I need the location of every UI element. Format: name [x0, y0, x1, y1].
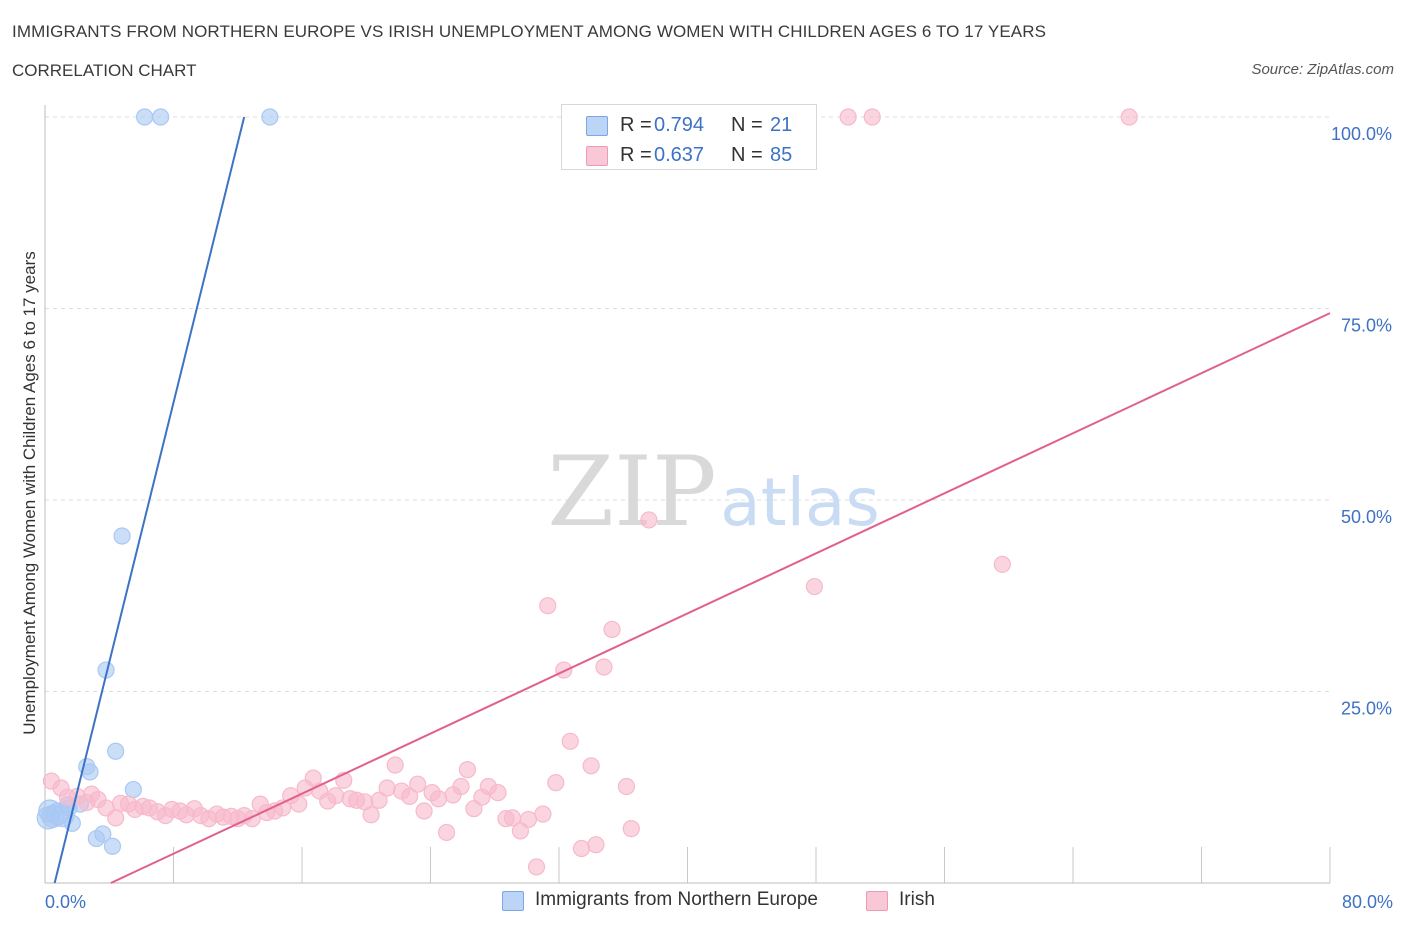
- legend-n-label: N =: [731, 114, 763, 136]
- point-irish: [370, 791, 388, 809]
- point-irish: [415, 802, 433, 820]
- tick-labels: 25.0% 50.0% 75.0% 100.0% 0.0% 80.0%: [45, 124, 1393, 912]
- point-irish: [452, 777, 470, 796]
- point-irish: [539, 597, 557, 615]
- point-irish: [362, 806, 380, 824]
- point-irish: [458, 761, 477, 779]
- point-irish: [401, 787, 419, 806]
- point-irish: [993, 555, 1011, 573]
- point-northern-europe: [63, 814, 81, 832]
- trendlines: [53, 116, 1331, 884]
- legend-swatch-northern-europe: [586, 116, 608, 136]
- chart-subtitle: CORRELATION CHART: [12, 61, 197, 80]
- point-irish: [603, 620, 621, 639]
- point-irish: [617, 777, 636, 796]
- correlation-legend: R = 0.794 N = 21 R = 0.637 N = 85: [561, 104, 817, 170]
- bottom-legend-swatch-northern-europe: [502, 891, 524, 911]
- trendline-northern-europe: [53, 116, 246, 884]
- trendline-irish: [110, 312, 1331, 884]
- point-irish: [378, 779, 396, 797]
- y-axis-label: Unemployment Among Women with Children A…: [20, 251, 39, 735]
- legend-n-value: 21: [770, 114, 793, 136]
- legend-n-value: 85: [770, 144, 793, 166]
- legend-r-label: R =: [620, 114, 652, 136]
- point-irish: [587, 836, 605, 854]
- x-tick-label: 80.0%: [1342, 892, 1393, 912]
- point-northern-europe: [113, 527, 131, 545]
- bottom-legend-label: Irish: [899, 889, 935, 910]
- point-irish: [863, 108, 881, 126]
- y-tick-label: 25.0%: [1341, 699, 1392, 719]
- point-northern-europe: [38, 799, 62, 823]
- bottom-legend-swatch-irish: [866, 891, 888, 911]
- legend-row-irish: R = 0.637 N = 85: [562, 139, 816, 171]
- point-irish: [555, 661, 573, 679]
- point-irish: [805, 577, 823, 596]
- point-northern-europe: [107, 742, 125, 760]
- point-irish: [327, 787, 345, 805]
- point-northern-europe: [261, 108, 279, 126]
- point-irish: [527, 858, 546, 876]
- point-irish: [386, 756, 404, 774]
- point-irish: [107, 809, 125, 827]
- legend-n-label: N =: [731, 144, 763, 166]
- point-irish: [572, 839, 591, 858]
- point-irish: [561, 732, 579, 750]
- point-irish: [622, 820, 640, 838]
- watermark-atlas: atlas: [720, 464, 880, 541]
- point-irish: [1120, 108, 1138, 126]
- axes: [44, 105, 1331, 884]
- point-northern-europe: [135, 108, 154, 126]
- point-northern-europe: [124, 780, 142, 799]
- point-irish: [839, 108, 857, 126]
- x-tick-label: 0.0%: [45, 892, 86, 912]
- watermark: ZIP atlas: [547, 436, 879, 548]
- legend-r-value: 0.637: [654, 144, 705, 166]
- y-tick-label: 75.0%: [1341, 316, 1392, 336]
- legend-r-label: R =: [620, 144, 652, 166]
- legend-row-northern-europe: R = 0.794 N = 21: [562, 109, 816, 141]
- legend-r-value: 0.794: [654, 114, 705, 136]
- y-tick-label: 100.0%: [1331, 124, 1392, 144]
- point-irish: [489, 784, 507, 802]
- point-irish: [534, 805, 552, 823]
- chart-title: IMMIGRANTS FROM NORTHERN EUROPE VS IRISH…: [12, 22, 1047, 41]
- point-northern-europe: [152, 108, 170, 126]
- point-irish: [437, 823, 456, 842]
- source-label: Source: ZipAtlas.com: [1251, 61, 1394, 78]
- point-irish: [519, 810, 538, 829]
- point-irish: [547, 774, 565, 792]
- point-irish: [640, 511, 658, 529]
- legend-swatch-irish: [586, 146, 608, 166]
- point-northern-europe: [103, 837, 122, 855]
- point-northern-europe: [94, 825, 112, 843]
- y-tick-label: 50.0%: [1341, 507, 1392, 527]
- point-irish: [595, 658, 613, 676]
- watermark-zip: ZIP: [547, 436, 716, 548]
- data-points: [36, 108, 1138, 876]
- point-irish: [409, 775, 427, 793]
- point-irish: [429, 790, 448, 808]
- bottom-legend-label: Immigrants from Northern Europe: [535, 889, 818, 910]
- point-irish: [582, 757, 600, 775]
